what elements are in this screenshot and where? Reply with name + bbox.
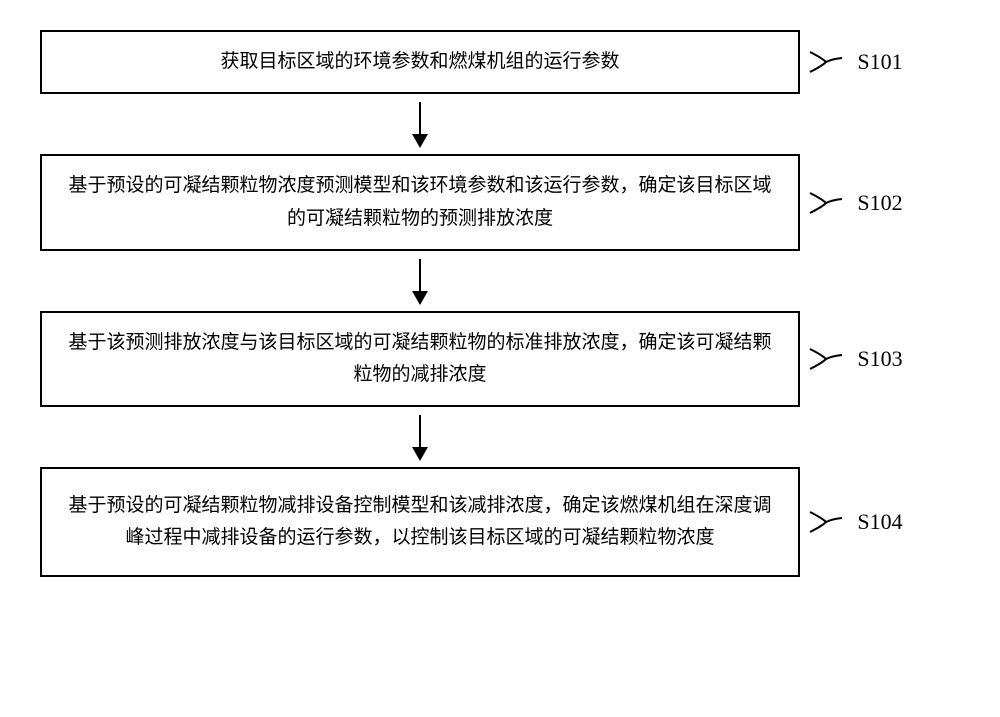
bracket-icon — [808, 44, 844, 80]
step-text: 基于预设的可凝结颗粒物浓度预测模型和该环境参数和该运行参数，确定该目标区域的可凝… — [62, 170, 778, 235]
step-label-cell-s103: S103 — [800, 346, 960, 372]
bracket-icon — [808, 504, 844, 540]
step-box-s102: 基于预设的可凝结颗粒物浓度预测模型和该环境参数和该运行参数，确定该目标区域的可凝… — [40, 154, 800, 251]
step-label: S102 — [857, 190, 902, 216]
arrow-row-1 — [40, 94, 960, 154]
step-text: 基于该预测排放浓度与该目标区域的可凝结颗粒物的标准排放浓度，确定该可凝结颗粒物的… — [62, 327, 778, 392]
bracket-icon — [808, 185, 844, 221]
step-row-1: 获取目标区域的环境参数和燃煤机组的运行参数 S101 — [40, 30, 960, 94]
arrow-1 — [40, 94, 800, 154]
step-row-2: 基于预设的可凝结颗粒物浓度预测模型和该环境参数和该运行参数，确定该目标区域的可凝… — [40, 154, 960, 251]
step-box-s104: 基于预设的可凝结颗粒物减排设备控制模型和该减排浓度，确定该燃煤机组在深度调峰过程… — [40, 467, 800, 577]
bracket-icon — [808, 341, 844, 377]
step-label-cell-s104: S104 — [800, 509, 960, 535]
arrow-3 — [40, 407, 800, 467]
arrow-icon — [419, 259, 421, 303]
arrow-2 — [40, 251, 800, 311]
step-label: S103 — [857, 346, 902, 372]
step-label: S104 — [857, 509, 902, 535]
arrow-row-3 — [40, 407, 960, 467]
step-row-4: 基于预设的可凝结颗粒物减排设备控制模型和该减排浓度，确定该燃煤机组在深度调峰过程… — [40, 467, 960, 577]
arrow-icon — [419, 415, 421, 459]
arrow-icon — [419, 102, 421, 146]
step-label-cell-s102: S102 — [800, 190, 960, 216]
arrow-row-2 — [40, 251, 960, 311]
step-box-s103: 基于该预测排放浓度与该目标区域的可凝结颗粒物的标准排放浓度，确定该可凝结颗粒物的… — [40, 311, 800, 408]
step-row-3: 基于该预测排放浓度与该目标区域的可凝结颗粒物的标准排放浓度，确定该可凝结颗粒物的… — [40, 311, 960, 408]
step-text: 获取目标区域的环境参数和燃煤机组的运行参数 — [220, 46, 619, 78]
step-box-s101: 获取目标区域的环境参数和燃煤机组的运行参数 — [40, 30, 800, 94]
step-label-cell-s101: S101 — [800, 49, 960, 75]
step-label: S101 — [857, 49, 902, 75]
step-text: 基于预设的可凝结颗粒物减排设备控制模型和该减排浓度，确定该燃煤机组在深度调峰过程… — [62, 490, 778, 555]
flowchart-container: 获取目标区域的环境参数和燃煤机组的运行参数 S101 基于预设的可凝结颗粒物浓度… — [40, 30, 960, 577]
